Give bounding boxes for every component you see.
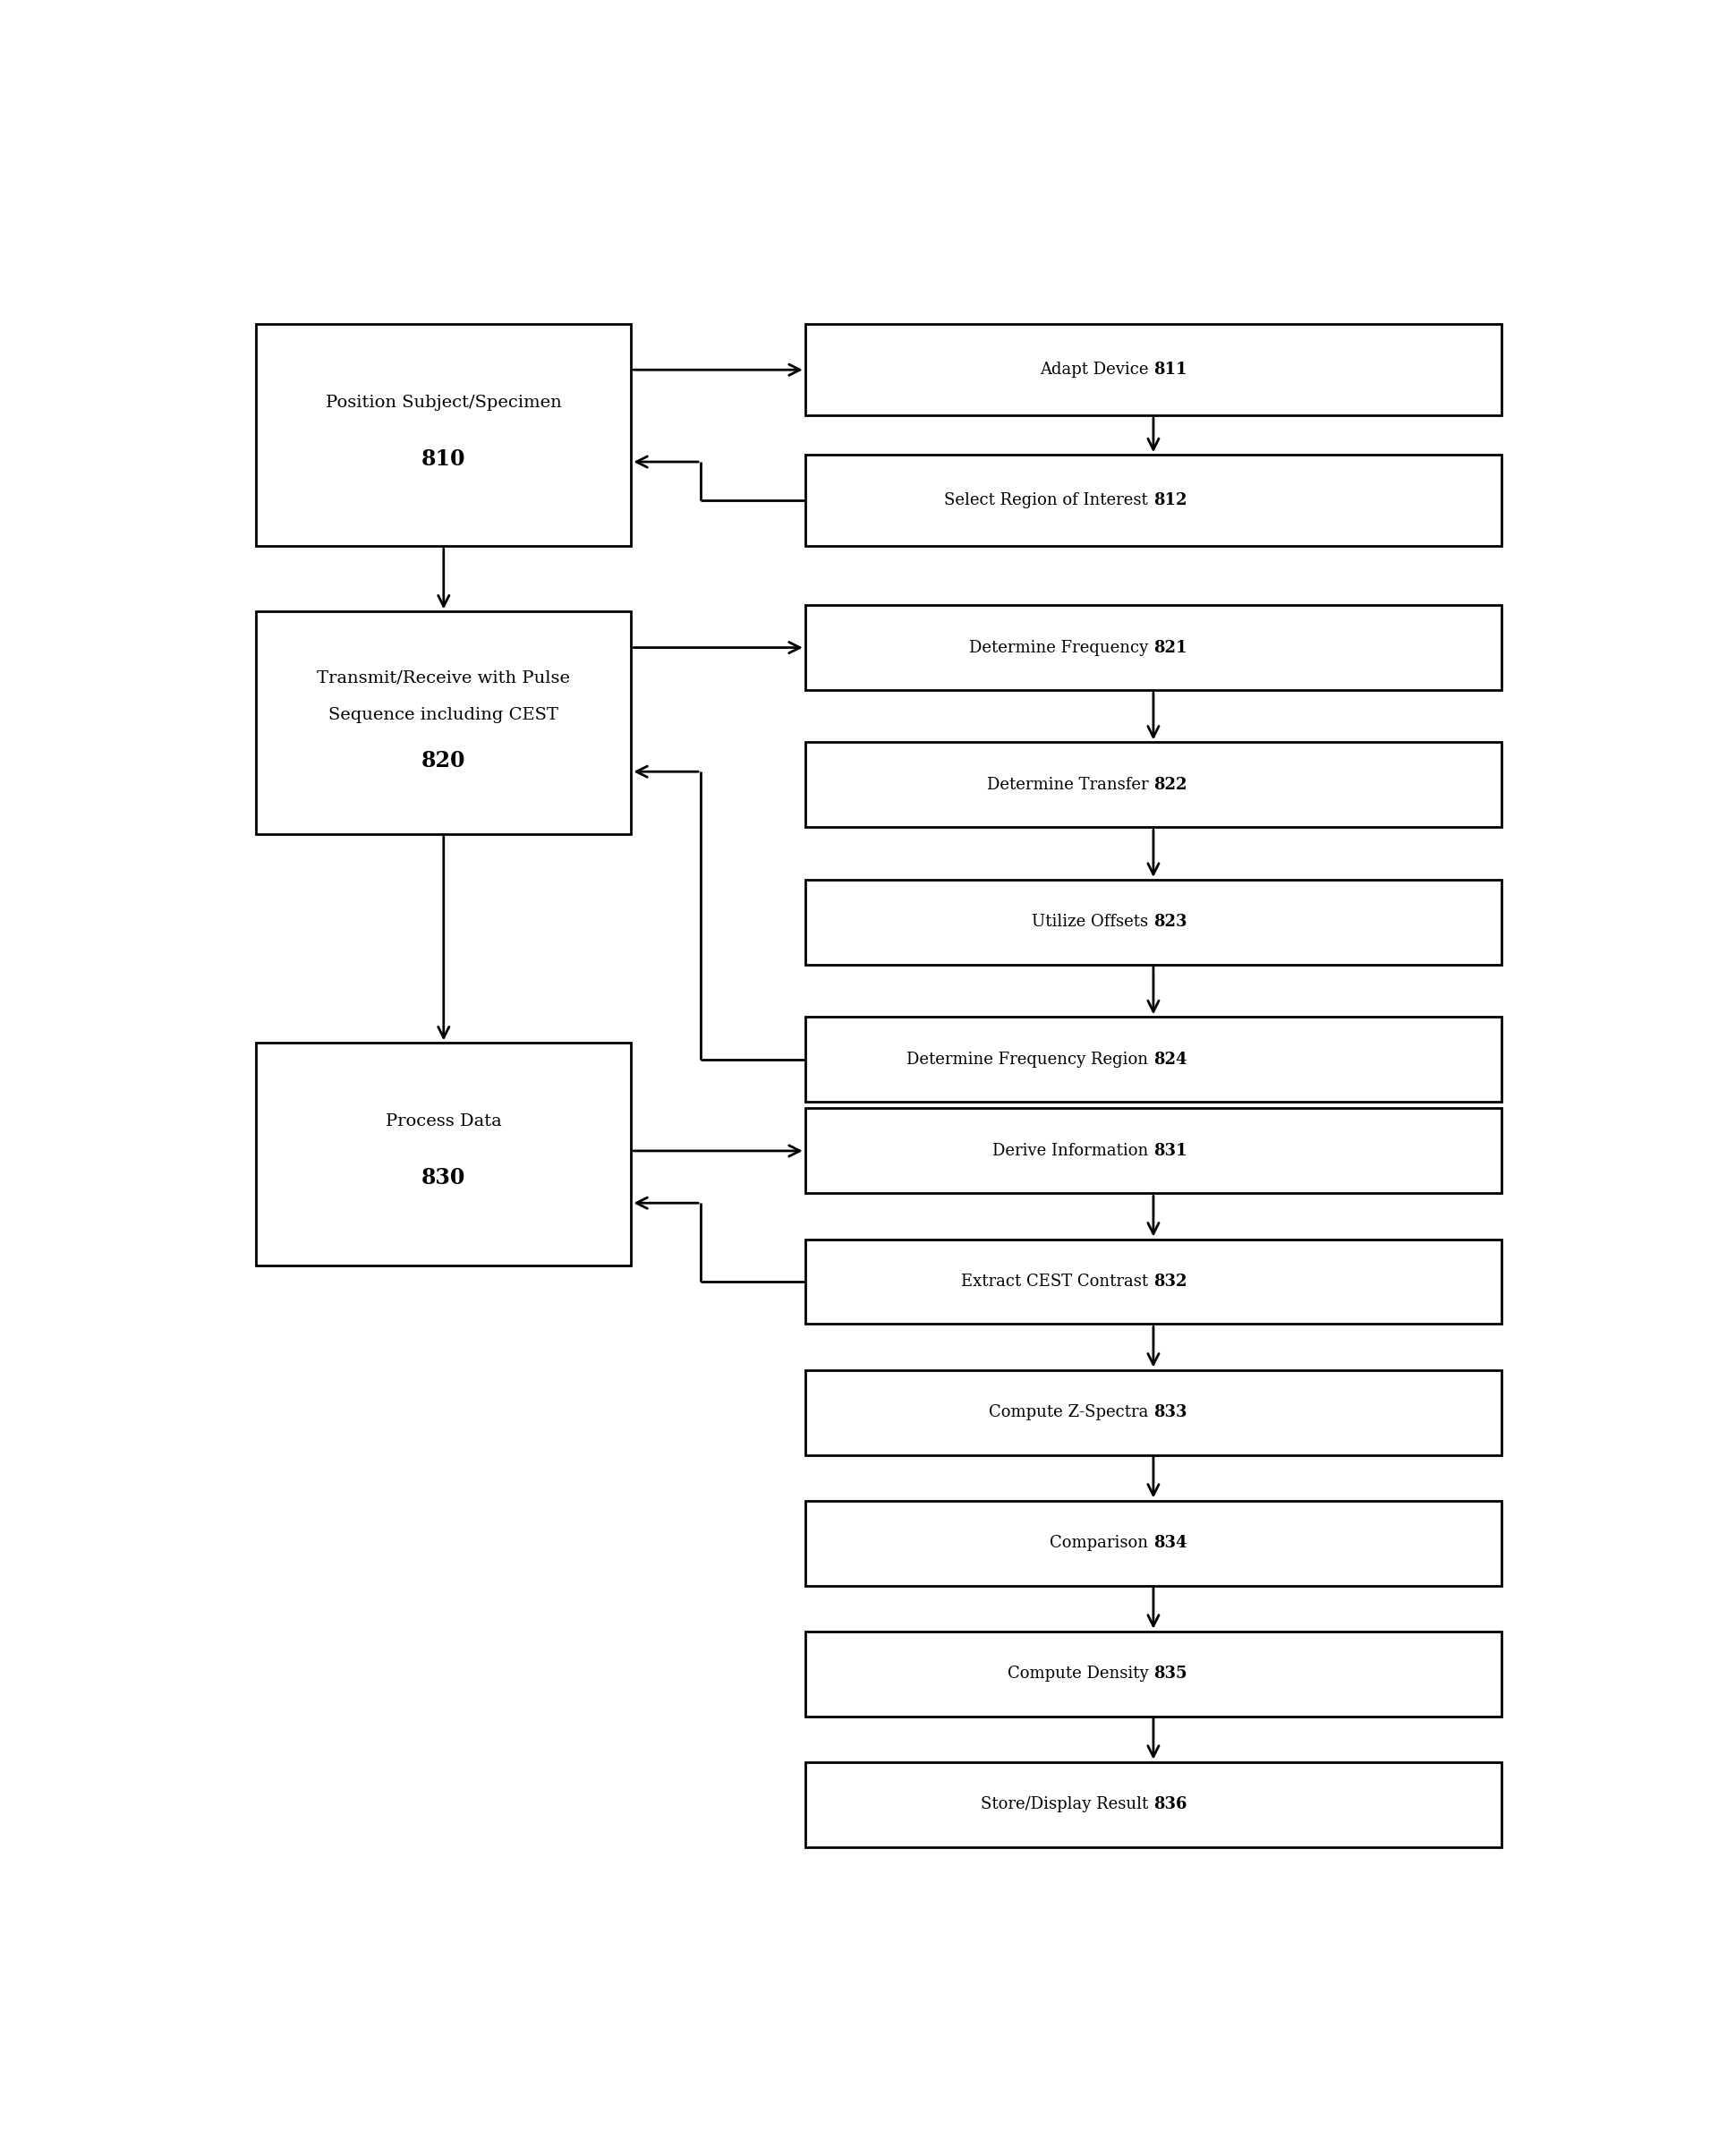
Bar bbox=[805, 1501, 1501, 1585]
Text: Determine Frequency Region: Determine Frequency Region bbox=[907, 1052, 1154, 1067]
Bar bbox=[805, 1632, 1501, 1716]
Text: 820: 820 bbox=[421, 750, 466, 772]
Bar bbox=[805, 1240, 1501, 1324]
Text: 821: 821 bbox=[1154, 640, 1186, 655]
Text: 823: 823 bbox=[1154, 914, 1186, 929]
Text: 834: 834 bbox=[1154, 1535, 1186, 1550]
Bar bbox=[805, 1018, 1501, 1102]
Bar bbox=[805, 880, 1501, 964]
Text: Sequence including CEST: Sequence including CEST bbox=[328, 707, 558, 722]
Text: Transmit/Receive with Pulse: Transmit/Receive with Pulse bbox=[316, 671, 570, 686]
Text: Compute Density: Compute Density bbox=[1007, 1667, 1154, 1682]
Text: Adapt Device: Adapt Device bbox=[1040, 362, 1154, 377]
Bar bbox=[805, 323, 1501, 416]
Bar bbox=[256, 1044, 630, 1266]
Bar bbox=[805, 1761, 1501, 1848]
Text: 810: 810 bbox=[421, 448, 466, 470]
Text: 831: 831 bbox=[1154, 1143, 1186, 1160]
Text: Utilize Offsets: Utilize Offsets bbox=[1031, 914, 1154, 929]
Text: Derive Information: Derive Information bbox=[991, 1143, 1154, 1160]
Text: Position Subject/Specimen: Position Subject/Specimen bbox=[325, 395, 561, 410]
Bar bbox=[805, 742, 1501, 828]
Text: 830: 830 bbox=[421, 1166, 466, 1188]
Text: 836: 836 bbox=[1154, 1796, 1186, 1813]
Bar bbox=[805, 1369, 1501, 1455]
Text: Select Region of Interest: Select Region of Interest bbox=[945, 492, 1154, 509]
Text: Comparison: Comparison bbox=[1050, 1535, 1154, 1550]
Bar bbox=[256, 323, 630, 545]
Text: Compute Z-Spectra: Compute Z-Spectra bbox=[988, 1404, 1154, 1421]
Text: Extract CEST Contrast: Extract CEST Contrast bbox=[960, 1274, 1154, 1289]
Text: Store/Display Result: Store/Display Result bbox=[981, 1796, 1154, 1813]
Text: 833: 833 bbox=[1154, 1404, 1186, 1421]
Text: Process Data: Process Data bbox=[385, 1112, 501, 1130]
Text: 812: 812 bbox=[1154, 492, 1186, 509]
Bar bbox=[256, 612, 630, 834]
Text: 822: 822 bbox=[1154, 776, 1186, 793]
Bar bbox=[805, 1108, 1501, 1194]
Text: 835: 835 bbox=[1154, 1667, 1186, 1682]
Text: Determine Frequency: Determine Frequency bbox=[969, 640, 1154, 655]
Text: Determine Transfer: Determine Transfer bbox=[986, 776, 1154, 793]
Bar bbox=[805, 455, 1501, 545]
Text: 824: 824 bbox=[1154, 1052, 1186, 1067]
Text: 811: 811 bbox=[1154, 362, 1186, 377]
Bar bbox=[805, 606, 1501, 690]
Text: 832: 832 bbox=[1154, 1274, 1186, 1289]
